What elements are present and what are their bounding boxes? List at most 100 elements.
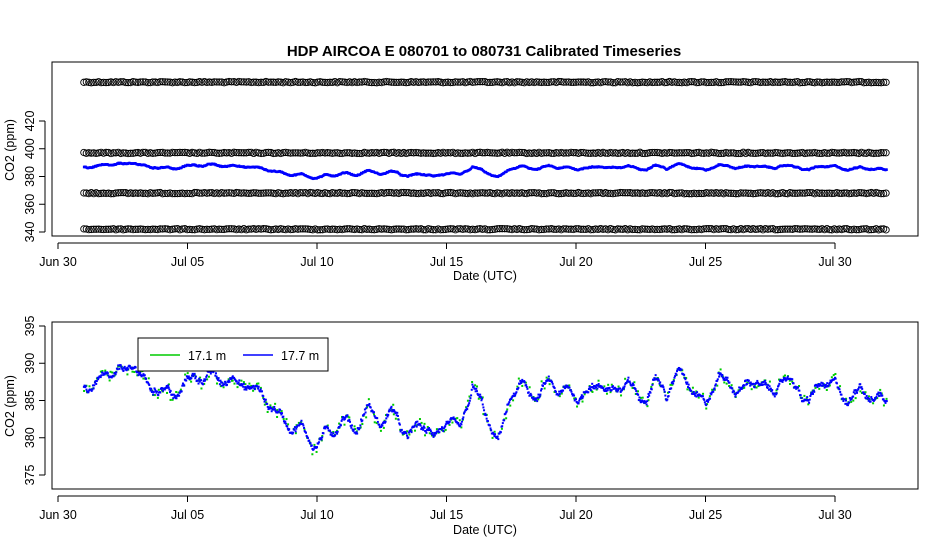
calibration-point (756, 149, 765, 157)
data-point (150, 387, 153, 390)
calibration-point (697, 149, 706, 157)
calibration-point (336, 78, 344, 86)
data-point (442, 430, 445, 433)
data-point (109, 370, 112, 373)
data-point (562, 389, 565, 392)
calibration-point (705, 78, 713, 87)
calibration-point (828, 78, 836, 86)
data-point (234, 378, 237, 381)
data-point (389, 409, 392, 412)
calibration-point (441, 149, 450, 157)
data-point (710, 393, 713, 396)
data-point (579, 397, 582, 400)
calibration-point (882, 149, 890, 157)
calibration-point (877, 149, 885, 157)
data-point (529, 394, 532, 397)
calibration-point (808, 78, 816, 87)
data-point (479, 397, 482, 400)
data-point (253, 388, 256, 391)
data-point (671, 381, 674, 384)
data-point (535, 397, 538, 400)
data-point (466, 405, 469, 408)
data-point (200, 387, 203, 390)
data-point (859, 390, 862, 393)
calibration-point (673, 78, 681, 87)
calibration-point (865, 78, 873, 86)
calibration-point (417, 149, 425, 157)
data-point (507, 402, 510, 405)
calibration-point (636, 78, 644, 87)
calibration-point (176, 148, 184, 157)
calibration-point (117, 78, 125, 86)
data-point (274, 410, 277, 413)
data-point (725, 378, 728, 381)
data-point (663, 390, 666, 393)
calibration-point (867, 79, 875, 87)
calibration-point (151, 225, 159, 233)
calibration-point (687, 149, 696, 158)
calibration-point (432, 78, 440, 86)
data-point (462, 412, 465, 415)
calibration-point (459, 149, 467, 157)
calibration-point (264, 189, 273, 197)
calibration-point (392, 78, 401, 87)
calibration-point (651, 189, 659, 197)
data-point (537, 398, 540, 401)
data-point (291, 432, 294, 435)
calibration-point (424, 78, 433, 86)
calibration-point (326, 225, 334, 234)
data-point (792, 382, 795, 385)
calibration-point (400, 188, 408, 197)
calibration-point (616, 225, 624, 233)
data-point (708, 395, 711, 398)
data-point (255, 382, 258, 385)
calibration-point (181, 78, 189, 87)
data-point (231, 376, 234, 379)
calibration-point (446, 188, 455, 197)
calibration-point (729, 78, 738, 86)
data-point (718, 375, 721, 378)
data-point (119, 364, 122, 367)
calibration-point (107, 190, 115, 198)
calibration-point (683, 148, 691, 157)
data-point (139, 374, 142, 377)
calibration-point (422, 149, 430, 157)
calibration-point (304, 78, 312, 87)
data-point (145, 377, 148, 380)
calibration-point (131, 149, 140, 157)
data-point (721, 373, 724, 376)
data-point (168, 388, 171, 391)
calibration-point (247, 189, 255, 197)
data-point (692, 390, 695, 393)
data-point (301, 423, 304, 426)
data-point (435, 432, 438, 435)
data-point (479, 395, 482, 398)
calibration-point (532, 78, 541, 86)
data-point (461, 417, 464, 420)
data-point (692, 392, 695, 395)
data-point (441, 427, 444, 430)
calibration-point (129, 78, 137, 86)
calibration-point (99, 189, 108, 197)
data-point (583, 393, 586, 396)
data-point (617, 385, 620, 388)
data-point (749, 381, 752, 384)
calibration-point (803, 225, 811, 233)
calibration-point (402, 226, 410, 234)
data-point (138, 373, 141, 376)
calibration-point (791, 78, 799, 86)
calibration-point (225, 189, 233, 197)
data-point (845, 397, 848, 400)
data-point (105, 372, 108, 375)
calibration-point (380, 225, 388, 233)
data-point (574, 397, 577, 400)
calibration-point (348, 225, 356, 233)
data-point (293, 426, 296, 429)
data-point (828, 381, 831, 384)
data-point (717, 372, 720, 375)
data-point (364, 411, 367, 414)
data-point (449, 418, 452, 421)
data-point (634, 392, 637, 395)
calibration-point (222, 225, 231, 233)
data-point (884, 401, 887, 404)
